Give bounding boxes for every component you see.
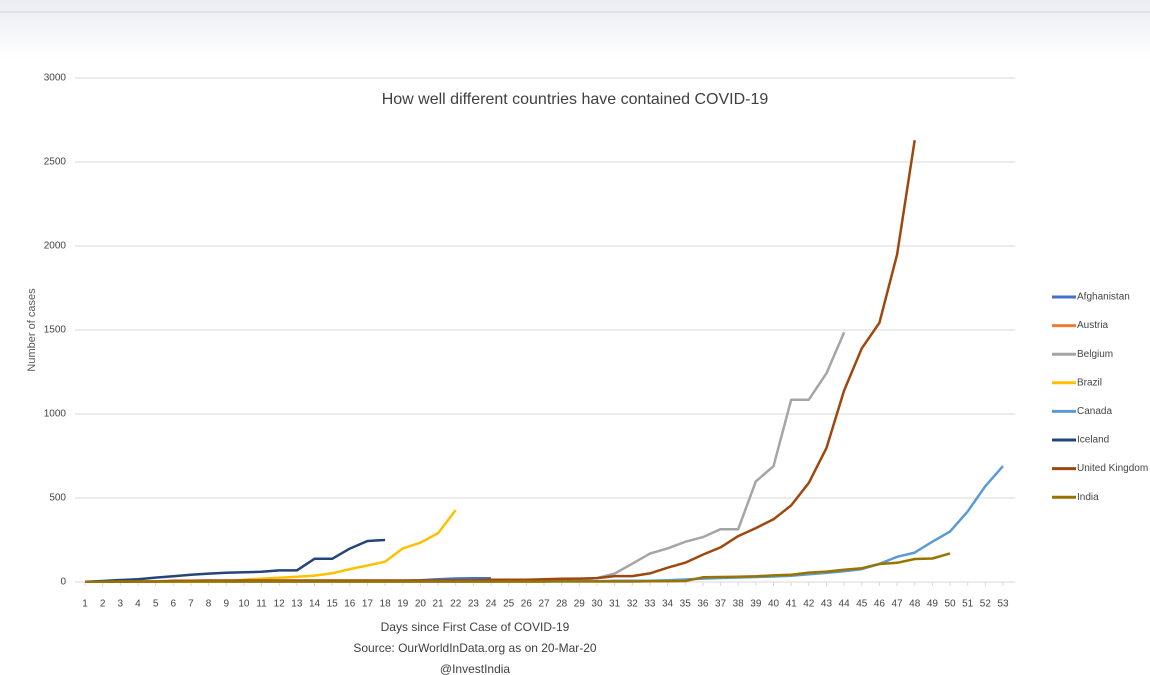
credit-note: @InvestIndia xyxy=(440,662,511,675)
series-line xyxy=(85,552,951,584)
x-tick-label: 4 xyxy=(135,599,141,610)
x-tick-label: 15 xyxy=(327,599,339,610)
x-tick-label: 45 xyxy=(856,599,868,610)
x-tick-label: 1 xyxy=(82,599,88,610)
x-tick-label: 2 xyxy=(100,599,106,610)
x-tick-label: 51 xyxy=(962,599,974,610)
x-tick-label: 19 xyxy=(397,599,409,610)
y-tick-label: 0 xyxy=(60,577,66,588)
chart-title: How well different countries have contai… xyxy=(382,91,769,108)
y-tick-label: 500 xyxy=(49,493,66,504)
x-tick-label: 48 xyxy=(909,599,921,610)
x-tick-label: 24 xyxy=(485,599,497,610)
legend-label: Canada xyxy=(1077,406,1112,417)
x-tick-label: 39 xyxy=(750,599,762,610)
y-tick-label: 1000 xyxy=(44,409,67,420)
source-note: Source: OurWorldInData.org as on 20-Mar-… xyxy=(353,641,597,655)
x-tick-label: 14 xyxy=(309,599,321,610)
x-tick-label: 27 xyxy=(538,599,550,610)
x-tick-label: 28 xyxy=(556,599,568,610)
x-tick-label: 50 xyxy=(944,599,956,610)
x-tick-label: 21 xyxy=(433,599,445,610)
x-tick-label: 44 xyxy=(839,599,851,610)
x-tick-label: 13 xyxy=(291,599,303,610)
y-tick-label: 2500 xyxy=(44,157,67,168)
x-tick-label: 30 xyxy=(591,599,603,610)
legend-label: India xyxy=(1077,492,1099,503)
x-tick-label: 33 xyxy=(644,599,656,610)
x-tick-label: 20 xyxy=(415,599,427,610)
series-line xyxy=(84,538,386,584)
x-tick-label: 25 xyxy=(503,599,515,610)
x-tick-label: 18 xyxy=(380,599,392,610)
x-tick-label: 38 xyxy=(733,599,745,610)
x-tick-label: 9 xyxy=(223,599,229,610)
series-line xyxy=(85,140,916,583)
x-axis-title: Days since First Case of COVID-19 xyxy=(381,620,570,634)
legend-label: Belgium xyxy=(1077,349,1113,360)
x-tick-label: 26 xyxy=(521,599,533,610)
x-tick-label: 53 xyxy=(997,599,1009,610)
series-line xyxy=(85,465,1004,584)
x-tick-label: 10 xyxy=(238,599,250,610)
x-tick-label: 36 xyxy=(697,599,709,610)
y-tick-label: 1500 xyxy=(44,325,67,336)
x-tick-label: 41 xyxy=(786,599,798,610)
x-tick-label: 31 xyxy=(609,599,621,610)
x-tick-label: 12 xyxy=(274,599,286,610)
x-tick-label: 29 xyxy=(574,599,586,610)
x-tick-label: 16 xyxy=(344,599,356,610)
x-tick-label: 17 xyxy=(362,599,374,610)
header-band xyxy=(0,0,1150,60)
x-tick-label: 46 xyxy=(874,599,886,610)
y-tick-label: 2000 xyxy=(44,241,67,252)
x-tick-label: 35 xyxy=(680,599,692,610)
x-tick-label: 3 xyxy=(118,599,124,610)
legend-label: Brazil xyxy=(1077,377,1102,388)
legend-label: United Kingdom xyxy=(1077,463,1148,474)
x-tick-label: 40 xyxy=(768,599,780,610)
y-tick-label: 3000 xyxy=(44,73,67,84)
x-tick-label: 5 xyxy=(153,599,159,610)
x-tick-label: 6 xyxy=(170,599,176,610)
y-axis-title: Number of cases xyxy=(26,288,38,372)
x-tick-label: 7 xyxy=(188,599,194,610)
x-tick-label: 34 xyxy=(662,599,674,610)
series-line xyxy=(85,331,846,584)
x-tick-label: 47 xyxy=(892,599,904,610)
x-tick-label: 37 xyxy=(715,599,727,610)
x-tick-label: 52 xyxy=(980,599,992,610)
x-tick-label: 42 xyxy=(803,599,815,610)
x-tick-label: 23 xyxy=(468,599,480,610)
x-tick-label: 8 xyxy=(206,599,212,610)
x-tick-label: 32 xyxy=(627,599,639,610)
legend-label: Austria xyxy=(1077,320,1109,331)
legend-label: Afghanistan xyxy=(1077,292,1130,303)
x-tick-label: 11 xyxy=(256,599,267,610)
x-tick-label: 49 xyxy=(927,599,939,610)
legend-label: Iceland xyxy=(1077,435,1109,446)
x-tick-label: 43 xyxy=(821,599,833,610)
x-tick-label: 22 xyxy=(450,599,462,610)
